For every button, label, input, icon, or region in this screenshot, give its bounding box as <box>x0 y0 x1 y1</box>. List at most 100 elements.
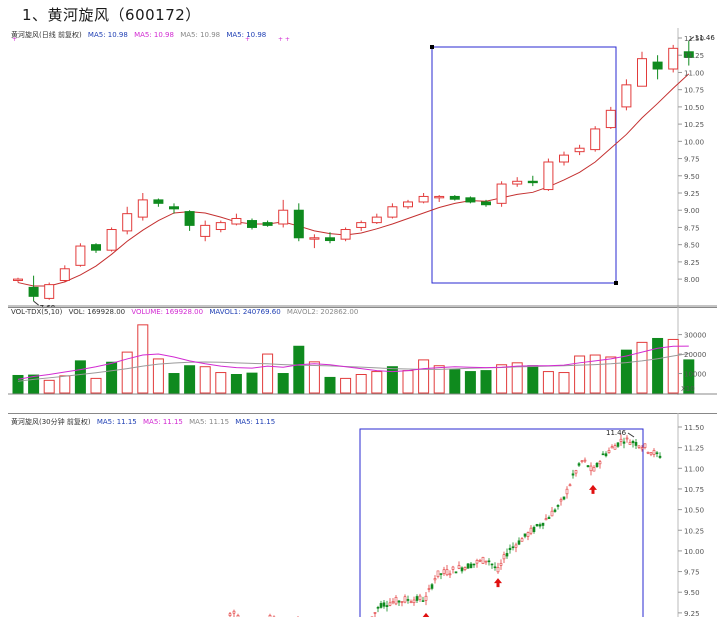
intraday-ma-label-1: MA5: 11.15 <box>96 418 137 426</box>
volume-bar <box>464 371 476 394</box>
volume-bar <box>433 365 445 394</box>
volume-bar <box>620 349 632 394</box>
intraday-high-label: 11.46 <box>606 429 627 437</box>
selection-box-intraday[interactable] <box>359 428 644 617</box>
intraday-candle <box>448 573 452 576</box>
volume-bar <box>511 362 523 394</box>
volume-y-tick-label: 10000 <box>684 371 706 379</box>
daily-candle <box>481 201 491 206</box>
selection-handle-top-left[interactable] <box>430 45 434 49</box>
intraday-candle <box>610 446 614 449</box>
intraday-candle <box>481 556 485 564</box>
intraday-candle <box>412 599 416 603</box>
volume-chart-info: VOL-TDX(5,10) VOL: 169928.00 VOLUME: 169… <box>11 308 362 316</box>
daily-candle <box>621 84 632 108</box>
intraday-candle <box>589 465 593 472</box>
intraday-candle <box>604 453 608 457</box>
volume-mavol2: MAVOL2: 202862.00 <box>286 308 359 316</box>
intraday-candle <box>457 565 461 569</box>
daily-y-tick-label: 9.50 <box>684 173 700 181</box>
intraday-candle <box>544 518 548 521</box>
daily-candle <box>543 161 554 191</box>
daily-y-tick-label: 9.00 <box>684 207 700 215</box>
intraday-y-tick-label: 9.25 <box>684 610 700 617</box>
intraday-candle <box>559 499 563 502</box>
daily-y-tick-label: 8.50 <box>684 242 700 250</box>
daily-y-tick-label: 11.50 <box>684 35 704 43</box>
intraday-candle <box>598 461 602 465</box>
volume-bar <box>449 369 461 394</box>
intraday-candle <box>595 462 599 467</box>
volume-chart-panel[interactable]: VOL-TDX(5,10) VOL: 169928.00 VOLUME: 169… <box>8 307 717 395</box>
intraday-candle <box>439 573 443 575</box>
intraday-candle <box>634 442 638 446</box>
daily-candlestick-chart[interactable]: + + + + 11.46 7.68 11.50 11.25 11.00 10.75 10… <box>8 28 717 307</box>
daily-candle <box>106 229 117 251</box>
daily-candle <box>231 217 242 225</box>
daily-y-tick-label: 10.00 <box>684 138 704 146</box>
daily-low-pointer <box>33 300 39 306</box>
volume-bar <box>496 364 508 394</box>
volume-bar <box>293 345 305 394</box>
daily-chart-panel[interactable]: 黄河旋风(日线 前复权) MA5: 10.98 MA5: 10.98 MA5: … <box>8 28 717 307</box>
volume-bar <box>277 373 289 394</box>
intraday-candle <box>460 567 464 572</box>
daily-candle <box>215 222 226 231</box>
daily-chart-info: 黄河旋风(日线 前复权) MA5: 10.98 MA5: 10.98 MA5: … <box>11 30 270 40</box>
volume-bar <box>636 341 648 394</box>
intraday-candle <box>622 441 626 444</box>
daily-candle <box>371 216 382 224</box>
intraday-candle <box>547 517 551 519</box>
volume-bar <box>43 379 55 394</box>
intraday-candlestick-chart[interactable]: 11.46 11.50 11.25 11.00 10.75 10.50 10.25 10.0… <box>8 413 717 617</box>
volume-ma1-line <box>17 345 689 380</box>
intraday-ma-label-2: MA5: 11.15 <box>142 418 183 426</box>
intraday-candle <box>553 509 557 512</box>
daily-candle <box>387 206 398 218</box>
intraday-candle <box>562 496 566 500</box>
intraday-candle <box>571 473 575 476</box>
daily-candle <box>278 209 289 225</box>
daily-ma-label-4: MA5: 10.98 <box>226 31 267 39</box>
daily-y-tick-label: 10.75 <box>684 87 704 95</box>
selection-handle-bottom-right[interactable] <box>614 281 618 285</box>
daily-high-pointer <box>688 36 695 42</box>
intraday-candle <box>517 540 521 545</box>
intraday-candle <box>574 470 578 474</box>
volume-mavol1: MAVOL1: 240769.60 <box>209 308 281 316</box>
intraday-candle <box>418 595 422 600</box>
volume-bar <box>652 337 664 394</box>
daily-stock-name: 黄河旋风(日线 前复权) <box>11 31 82 39</box>
daily-candle <box>262 222 273 226</box>
daily-marker-1: + <box>12 36 17 43</box>
daily-candle <box>91 244 101 251</box>
daily-candle <box>44 284 55 299</box>
volume-bar-chart[interactable]: 30000 20000 10000 X10 <box>8 307 717 395</box>
intraday-candle <box>649 452 653 455</box>
intraday-chart-panel[interactable]: 黄河旋风(30分钟 前复权) MA5: 11.15 MA5: 11.15 MA5… <box>8 413 717 617</box>
intraday-candle <box>424 595 428 601</box>
volume-bar <box>589 354 601 394</box>
daily-candle <box>169 206 179 210</box>
intraday-candle <box>442 569 446 574</box>
intraday-candle <box>514 544 518 548</box>
daily-candle <box>434 195 445 199</box>
volume-bar <box>418 359 430 394</box>
daily-marker-2: + <box>245 36 250 43</box>
daily-candle <box>590 128 601 151</box>
selection-box-daily[interactable] <box>431 46 617 284</box>
intraday-candle <box>658 455 662 458</box>
intraday-candle <box>505 553 509 557</box>
daily-candle <box>325 237 335 242</box>
intraday-candle <box>520 538 524 542</box>
volume-bar <box>262 353 274 394</box>
intraday-candle <box>487 560 491 563</box>
daily-marker-3: + + <box>278 36 290 43</box>
daily-candle <box>512 180 523 185</box>
intraday-y-tick-label: 9.50 <box>684 589 700 597</box>
volume-bar <box>28 374 40 394</box>
volume-bar <box>106 361 118 394</box>
daily-y-tick-label: 8.75 <box>684 224 700 232</box>
daily-ma-label-3: MA5: 10.98 <box>180 31 221 39</box>
intraday-candle <box>601 453 605 456</box>
